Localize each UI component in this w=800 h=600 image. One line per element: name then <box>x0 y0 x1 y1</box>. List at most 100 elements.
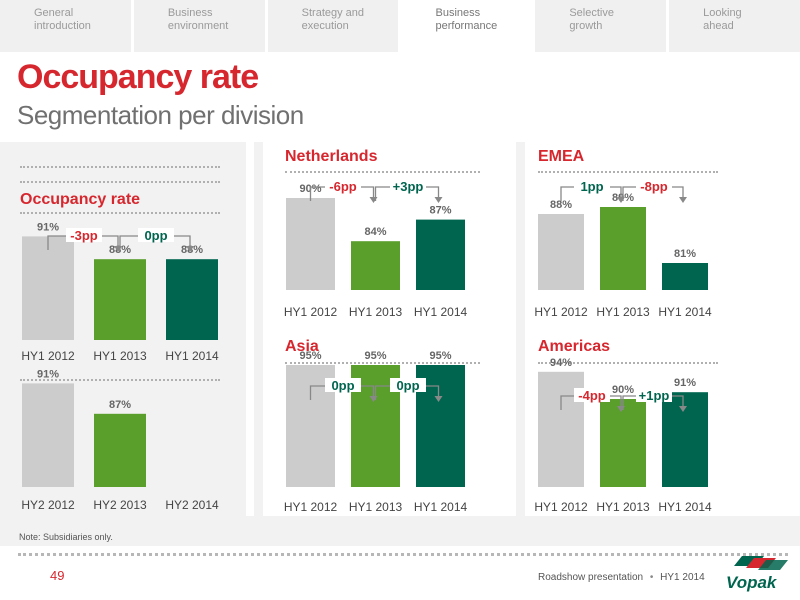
dotted-separator <box>20 212 220 214</box>
delta-label-bg <box>390 378 426 392</box>
delta-label: -4pp <box>578 388 606 403</box>
bar-value-label: 94% <box>550 357 572 369</box>
delta-label: -8pp <box>640 179 668 194</box>
category-label: HY1 2013 <box>596 500 650 514</box>
delta-label: 0pp <box>396 378 419 393</box>
nav-tab-selective-growth[interactable]: Selective growth <box>535 0 670 52</box>
dotted-separator <box>285 171 480 173</box>
nav-tab-general-introduction[interactable]: General introduction <box>0 0 134 52</box>
category-label: HY2 2014 <box>165 498 219 512</box>
chart-title-asia: Asia <box>285 338 319 355</box>
delta-arrowhead <box>186 246 194 252</box>
delta-arrowhead <box>434 396 443 402</box>
bar <box>600 399 646 487</box>
category-label: HY2 2013 <box>93 498 147 512</box>
category-label: HY1 2013 <box>93 349 147 363</box>
delta-arrowhead <box>434 197 443 203</box>
bar-value-label: 95% <box>299 350 321 362</box>
bar <box>662 263 708 290</box>
delta-label-bg <box>66 228 102 242</box>
bar-value-label: 88% <box>181 244 203 256</box>
nav-tab-strategy-execution[interactable]: Strategy and execution <box>267 0 402 52</box>
delta-label-bg <box>325 179 361 193</box>
bar-value-label: 88% <box>550 199 572 211</box>
category-label: HY1 2012 <box>534 305 588 319</box>
chart-title-occupancy-rate: Occupancy rate <box>20 191 141 208</box>
delta-label: -6pp <box>329 179 357 194</box>
bottom-band <box>0 516 800 546</box>
delta-label: 0pp <box>331 378 354 393</box>
bar <box>94 259 146 340</box>
delta-label-bg <box>325 378 361 392</box>
delta-label: 1pp <box>580 179 603 194</box>
delta-label-bg <box>574 388 610 402</box>
bar-value-label: 90% <box>612 384 634 396</box>
category-label: HY1 2014 <box>414 305 468 319</box>
bar <box>351 241 400 290</box>
vopak-logo: Vopak <box>726 556 788 592</box>
delta-label-bg <box>574 179 610 193</box>
right-divider <box>516 142 525 528</box>
category-label: HY1 2014 <box>658 500 712 514</box>
delta-label-bg <box>138 228 174 242</box>
category-label: HY1 2014 <box>165 349 219 363</box>
page-title: Occupancy rate <box>17 58 259 96</box>
bar-value-label: 91% <box>37 368 59 380</box>
delta-label-bg <box>390 179 426 193</box>
bar-value-label: 87% <box>109 399 131 411</box>
footnote: Note: Subsidiaries only. <box>19 532 113 542</box>
category-label: HY1 2014 <box>414 500 468 514</box>
logo-mark-green-lower <box>758 560 788 570</box>
dotted-separator <box>20 166 220 168</box>
delta-label-bg <box>636 179 672 193</box>
bar-value-label: 88% <box>109 244 131 256</box>
dotted-separator <box>285 362 480 364</box>
bar <box>166 259 218 340</box>
bar <box>416 219 465 290</box>
bar-value-label: 95% <box>429 350 451 362</box>
delta-label-bg <box>636 388 672 402</box>
bar <box>94 413 146 487</box>
delta-label: +1pp <box>639 388 670 403</box>
category-label: HY1 2012 <box>284 305 338 319</box>
nav-tab-looking-ahead[interactable]: Looking ahead <box>669 0 800 52</box>
category-label: HY2 2012 <box>21 498 75 512</box>
category-label: HY1 2012 <box>284 500 338 514</box>
bar-value-label: 95% <box>364 350 386 362</box>
page-subtitle: Segmentation per division <box>17 100 304 130</box>
delta-label: -3pp <box>70 228 98 243</box>
nav-tab-business-performance[interactable]: Business performance <box>401 0 536 52</box>
footer-label: Roadshow presentation • HY1 2014 <box>538 572 705 583</box>
dotted-separator <box>538 171 718 173</box>
bar-value-label: 87% <box>429 205 451 217</box>
presentation-name: Roadshow presentation <box>538 572 644 583</box>
category-label: HY1 2013 <box>349 305 403 319</box>
logo-text: Vopak <box>726 573 778 592</box>
bar-value-label: 91% <box>37 221 59 233</box>
bar <box>538 214 584 290</box>
chart-title-netherlands: Netherlands <box>285 148 378 165</box>
chart-title-emea: EMEA <box>538 148 585 165</box>
bar <box>600 207 646 290</box>
bar-value-label: 84% <box>364 226 386 238</box>
dotted-separator <box>20 379 220 381</box>
footer-dotted-line <box>18 553 788 556</box>
category-label: HY1 2013 <box>596 305 650 319</box>
delta-label: +3pp <box>393 179 424 194</box>
category-label: HY1 2013 <box>349 500 403 514</box>
category-label: HY1 2014 <box>658 305 712 319</box>
section-nav: General introduction Business environmen… <box>0 0 800 52</box>
delta-label: 0pp <box>144 228 167 243</box>
bar-value-label: 91% <box>674 377 696 389</box>
bar <box>286 198 335 290</box>
category-label: HY1 2012 <box>534 500 588 514</box>
page-number: 49 <box>50 568 65 583</box>
nav-tab-business-environment[interactable]: Business environment <box>133 0 268 52</box>
bar <box>22 383 74 487</box>
delta-arrowhead <box>679 197 687 203</box>
chart-title-americas: Americas <box>538 338 611 355</box>
footer-bullet: • <box>649 572 654 583</box>
bar-value-label: 81% <box>674 248 696 260</box>
bar <box>22 236 74 340</box>
